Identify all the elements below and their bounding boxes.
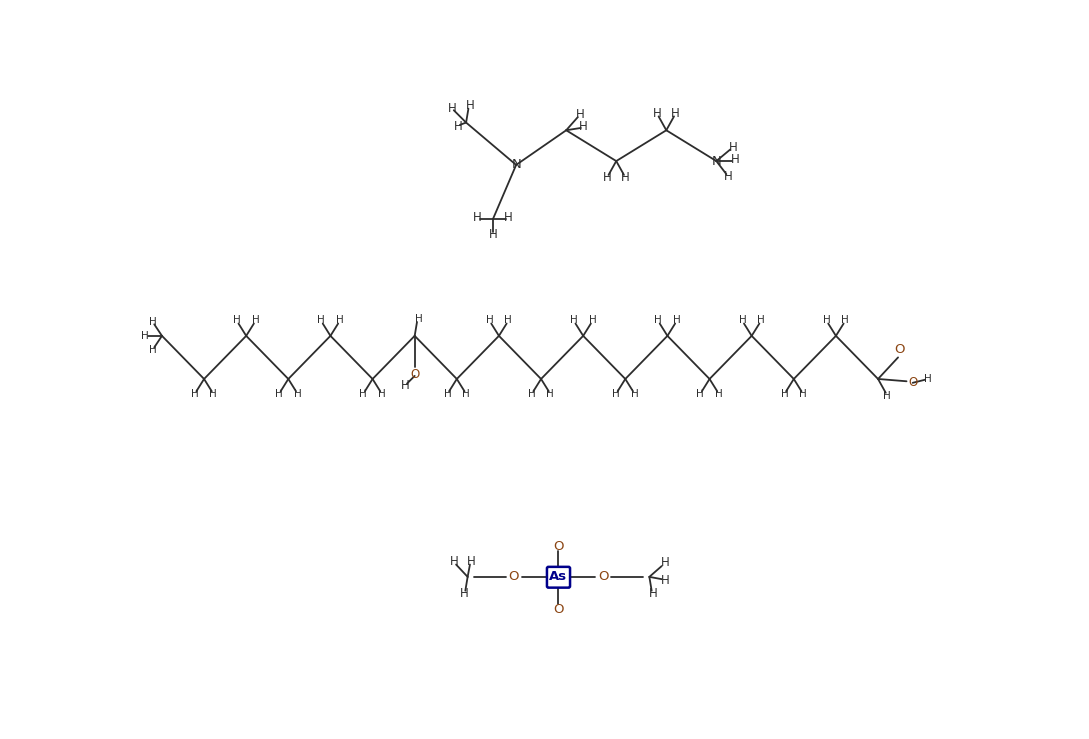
Text: H: H <box>652 107 661 120</box>
Text: H: H <box>466 99 475 112</box>
Text: H: H <box>335 316 343 325</box>
Text: O: O <box>553 603 564 616</box>
Text: H: H <box>660 574 669 588</box>
Text: H: H <box>454 120 463 133</box>
Text: H: H <box>191 389 198 399</box>
Text: N: N <box>711 154 721 168</box>
Text: H: H <box>654 316 662 325</box>
Text: H: H <box>467 555 476 568</box>
Text: H: H <box>781 389 788 399</box>
Text: H: H <box>842 316 849 325</box>
Text: H: H <box>317 316 326 325</box>
Text: H: H <box>697 389 705 399</box>
Text: H: H <box>276 389 283 399</box>
Text: H: H <box>209 389 217 399</box>
Text: H: H <box>621 171 629 185</box>
Text: H: H <box>504 316 512 325</box>
Text: H: H <box>294 389 302 399</box>
Text: H: H <box>443 389 452 399</box>
Text: H: H <box>799 389 807 399</box>
Text: H: H <box>504 211 513 224</box>
Text: H: H <box>723 170 732 183</box>
Text: O: O <box>894 343 905 356</box>
Text: H: H <box>729 140 737 154</box>
Text: O: O <box>908 376 917 389</box>
Text: N: N <box>511 158 521 171</box>
Text: H: H <box>486 316 493 325</box>
Text: H: H <box>757 316 764 325</box>
Text: O: O <box>553 539 564 553</box>
Text: H: H <box>450 555 458 568</box>
Text: H: H <box>460 588 468 600</box>
Text: H: H <box>378 389 386 399</box>
Text: H: H <box>359 389 367 399</box>
Text: H: H <box>714 389 723 399</box>
Text: H: H <box>588 316 597 325</box>
Text: H: H <box>149 317 157 327</box>
Text: H: H <box>612 389 620 399</box>
Text: H: H <box>252 316 259 325</box>
Text: H: H <box>149 344 157 355</box>
Text: H: H <box>738 316 746 325</box>
Text: H: H <box>631 389 638 399</box>
Text: H: H <box>233 316 241 325</box>
Text: H: H <box>823 316 831 325</box>
Text: H: H <box>489 228 498 241</box>
Text: H: H <box>474 211 482 224</box>
Text: As: As <box>550 571 567 583</box>
Text: H: H <box>660 556 669 570</box>
Text: H: H <box>649 588 658 600</box>
Text: H: H <box>671 107 680 120</box>
Text: H: H <box>602 171 611 185</box>
Text: H: H <box>925 374 932 384</box>
Text: H: H <box>570 316 578 325</box>
Text: H: H <box>401 379 409 392</box>
Text: O: O <box>598 571 609 583</box>
Text: H: H <box>462 389 470 399</box>
Text: H: H <box>673 316 681 325</box>
Text: H: H <box>528 389 536 399</box>
Text: H: H <box>448 102 456 115</box>
FancyBboxPatch shape <box>547 567 570 588</box>
Text: H: H <box>883 391 891 401</box>
Text: H: H <box>576 109 585 121</box>
Text: H: H <box>731 153 739 166</box>
Text: H: H <box>142 331 149 341</box>
Text: O: O <box>411 368 419 381</box>
Text: H: H <box>415 314 423 324</box>
Text: O: O <box>509 571 519 583</box>
Text: H: H <box>547 389 554 399</box>
Text: H: H <box>578 120 587 133</box>
